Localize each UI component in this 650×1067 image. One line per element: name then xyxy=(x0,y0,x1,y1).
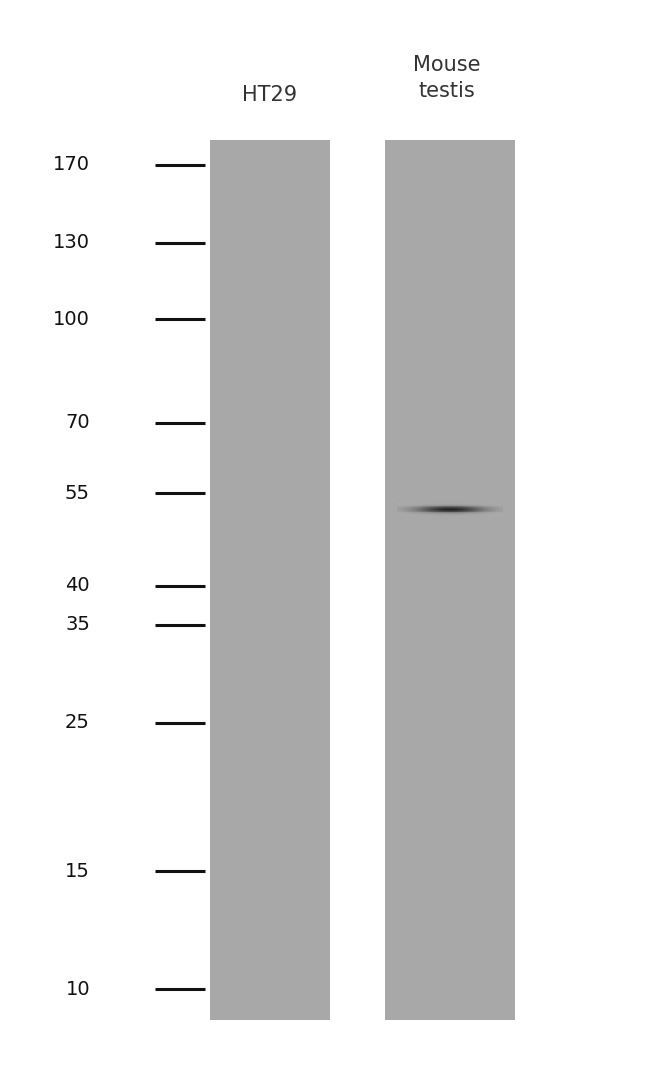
Text: 10: 10 xyxy=(66,980,90,999)
Text: 130: 130 xyxy=(53,234,90,252)
Text: HT29: HT29 xyxy=(242,85,298,105)
Text: 170: 170 xyxy=(53,155,90,174)
Text: 40: 40 xyxy=(66,576,90,595)
Bar xyxy=(385,140,515,1020)
Bar xyxy=(210,140,330,1020)
Text: 25: 25 xyxy=(65,713,90,732)
Text: Mouse
testis: Mouse testis xyxy=(413,55,481,101)
Text: 100: 100 xyxy=(53,309,90,329)
Text: 35: 35 xyxy=(65,616,90,634)
Text: 55: 55 xyxy=(65,483,90,503)
Text: 70: 70 xyxy=(66,413,90,432)
Text: 15: 15 xyxy=(65,862,90,880)
